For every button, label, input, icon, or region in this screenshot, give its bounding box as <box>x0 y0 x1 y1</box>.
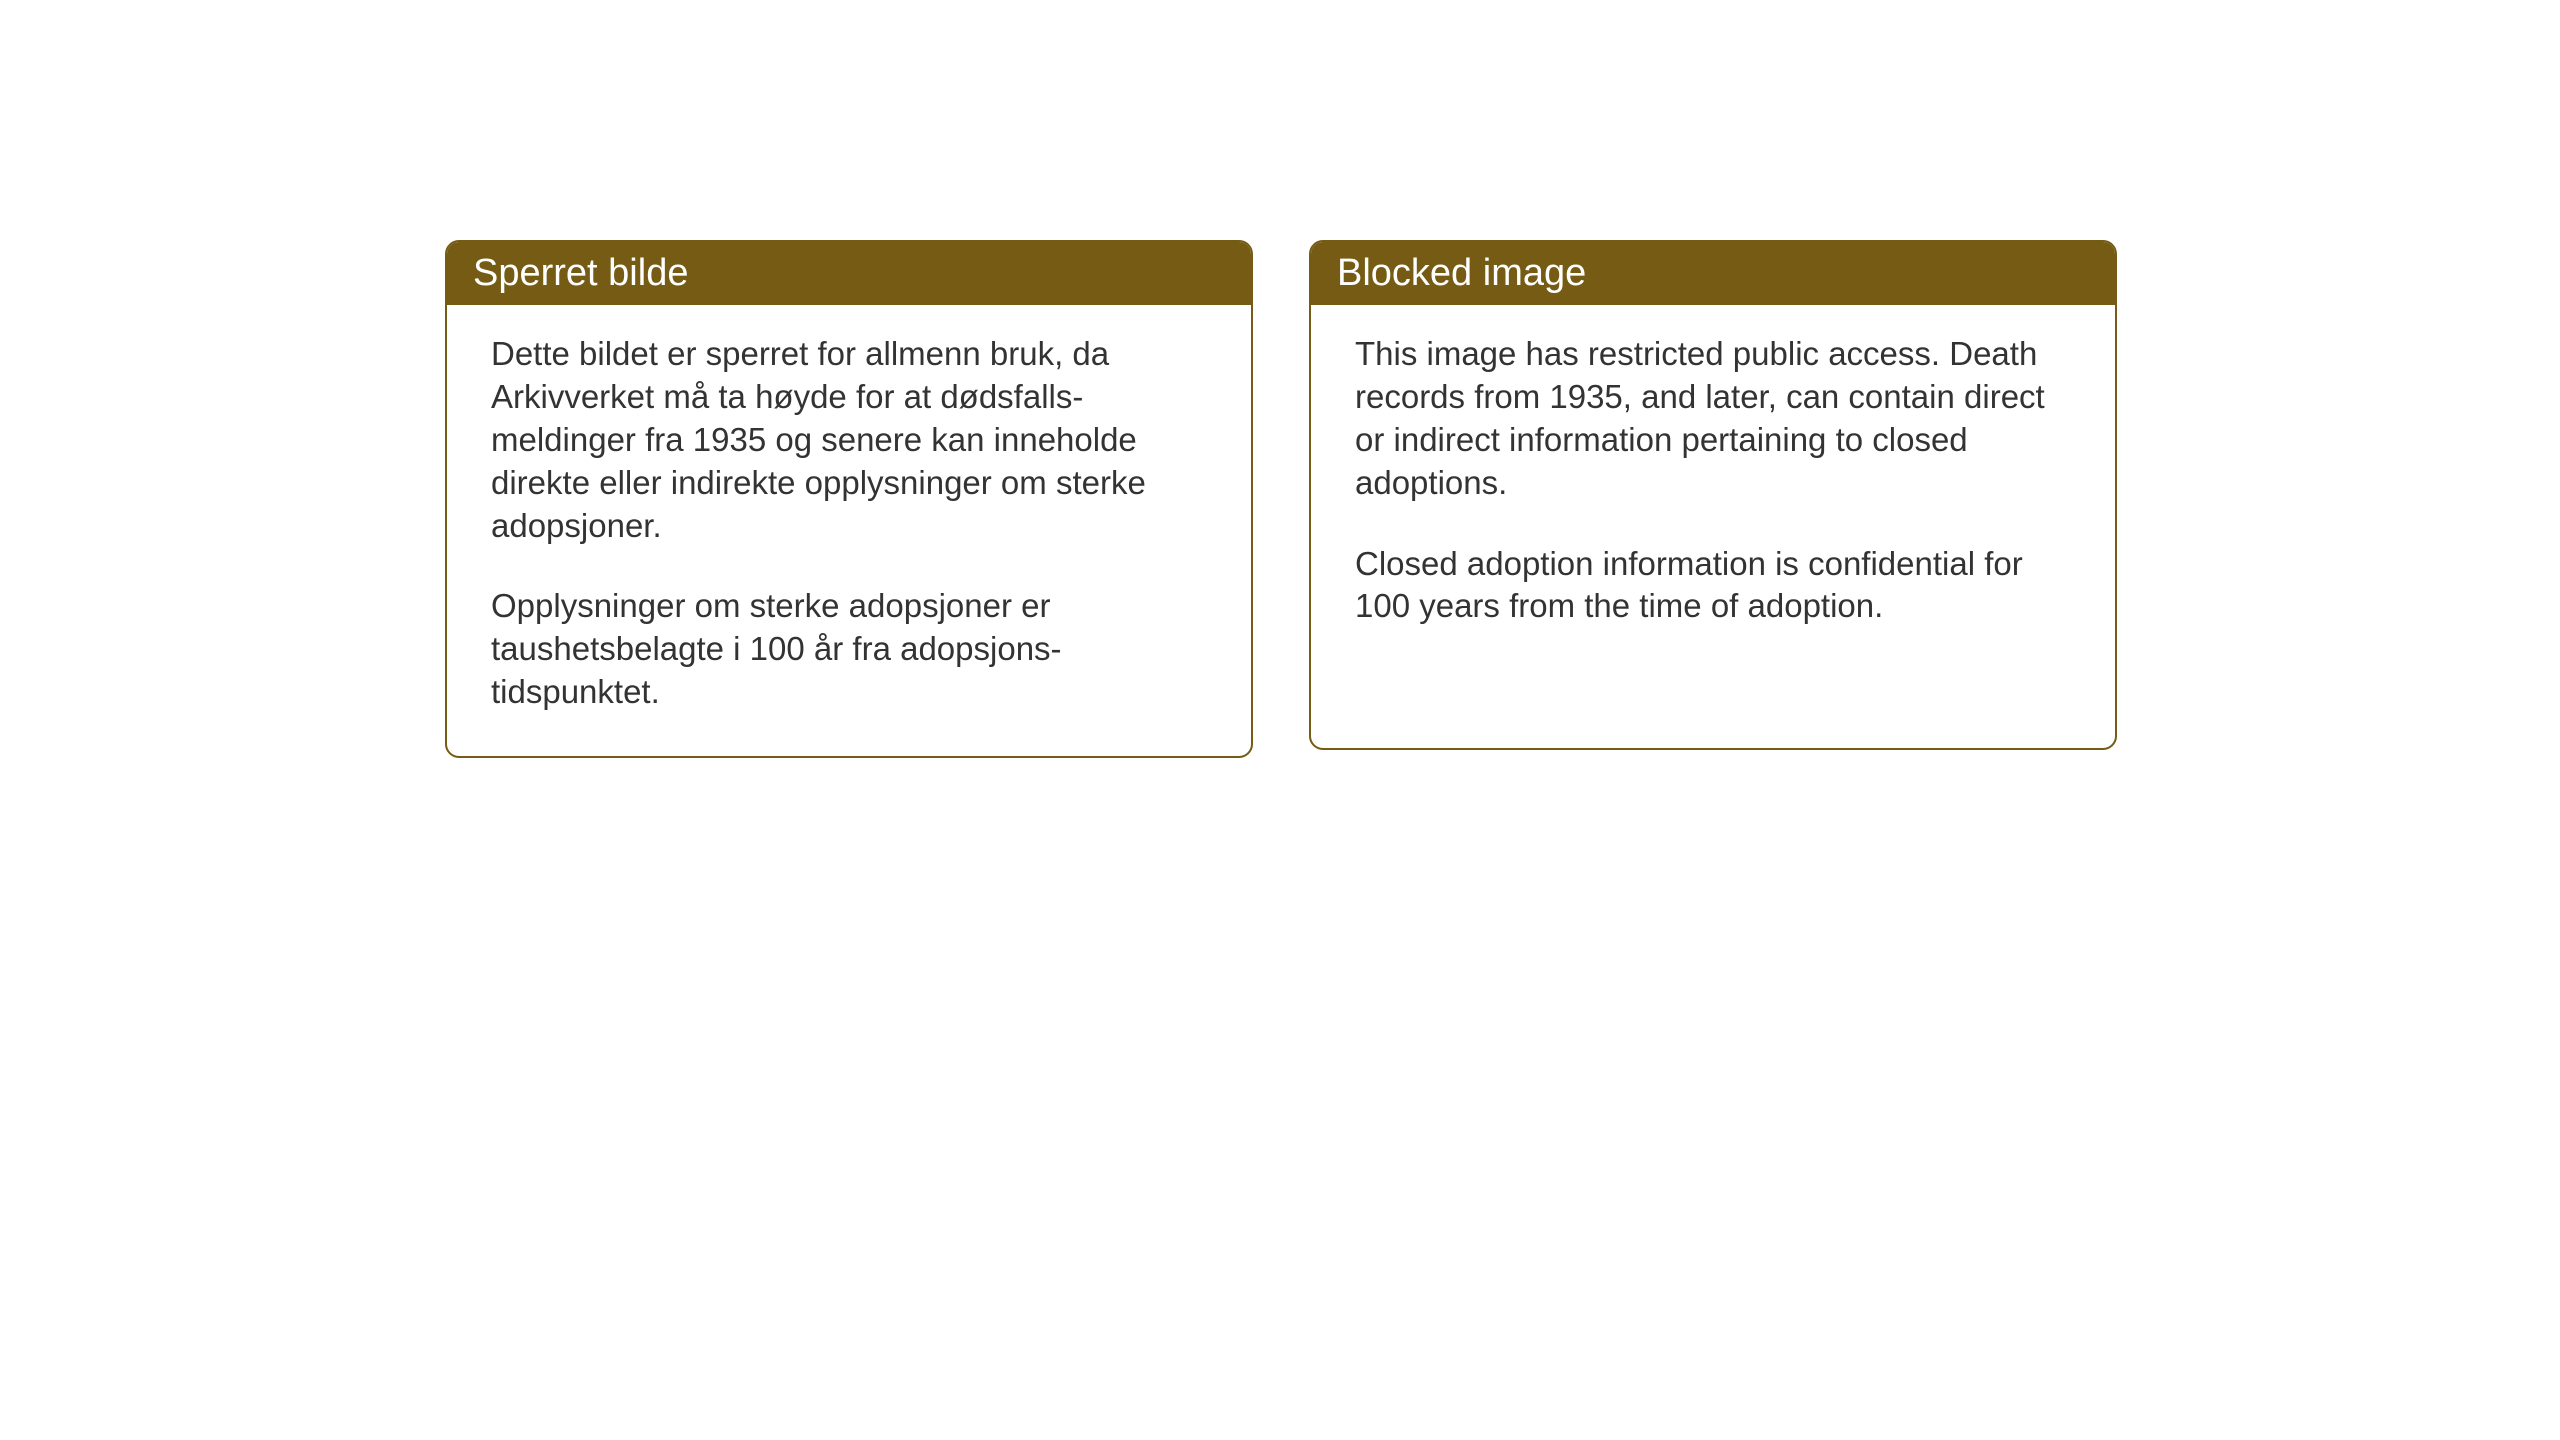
notice-body-english: This image has restricted public access.… <box>1311 305 2115 670</box>
notice-container: Sperret bilde Dette bildet er sperret fo… <box>445 240 2117 758</box>
notice-body-norwegian: Dette bildet er sperret for allmenn bruk… <box>447 305 1251 756</box>
notice-paragraph-1-english: This image has restricted public access.… <box>1355 333 2071 505</box>
notice-box-english: Blocked image This image has restricted … <box>1309 240 2117 750</box>
notice-box-norwegian: Sperret bilde Dette bildet er sperret fo… <box>445 240 1253 758</box>
notice-paragraph-2-norwegian: Opplysninger om sterke adopsjoner er tau… <box>491 585 1207 714</box>
notice-paragraph-2-english: Closed adoption information is confident… <box>1355 543 2071 629</box>
notice-header-norwegian: Sperret bilde <box>447 242 1251 305</box>
notice-header-english: Blocked image <box>1311 242 2115 305</box>
notice-title-english: Blocked image <box>1337 252 1586 294</box>
notice-title-norwegian: Sperret bilde <box>473 252 688 294</box>
notice-paragraph-1-norwegian: Dette bildet er sperret for allmenn bruk… <box>491 333 1207 547</box>
